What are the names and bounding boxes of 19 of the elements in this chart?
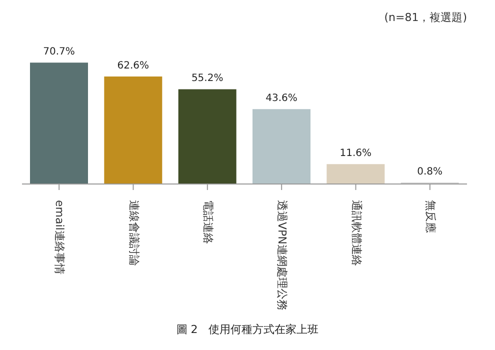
x-tick-label: 無反應 bbox=[424, 200, 437, 233]
data-label: 0.8% bbox=[417, 166, 443, 178]
x-tick-label: 電話連絡 bbox=[201, 200, 214, 244]
data-label: 55.2% bbox=[191, 73, 224, 84]
x-tick-label: 連線會議討論 bbox=[127, 200, 140, 266]
chart-subtitle: (n=81，複選題) bbox=[384, 10, 467, 25]
bar bbox=[178, 89, 236, 184]
bar bbox=[252, 109, 310, 184]
data-label: 70.7% bbox=[43, 46, 75, 58]
data-label: 62.6% bbox=[117, 60, 150, 72]
x-tick-label: 通訊軟體連絡 bbox=[350, 200, 363, 266]
bar bbox=[30, 62, 88, 184]
text: 圖 2 使用何種方式在家上班 bbox=[175, 322, 320, 337]
bar bbox=[326, 164, 385, 184]
data-label: 11.6% bbox=[340, 148, 372, 160]
data-label: 43.6% bbox=[266, 93, 298, 104]
x-tick-label: 透過VPN連網處理公務 bbox=[276, 200, 289, 310]
x-tick-label: email連絡事情 bbox=[53, 200, 66, 274]
bar bbox=[104, 76, 162, 184]
